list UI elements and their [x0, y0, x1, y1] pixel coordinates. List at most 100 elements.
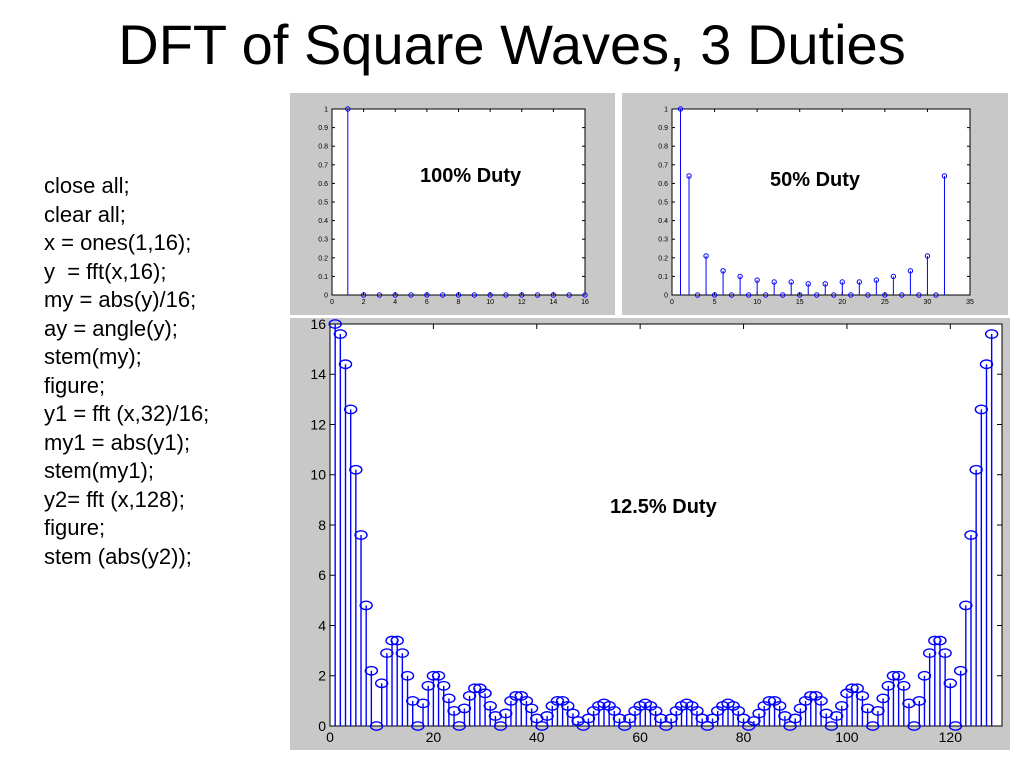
stem-marker: [731, 706, 746, 716]
stem-marker: [535, 721, 549, 731]
stem-marker: [424, 292, 430, 298]
stem-marker: [720, 268, 726, 274]
x-tick-label: 5: [713, 299, 717, 306]
stem-marker: [437, 680, 451, 691]
stem-marker: [705, 713, 720, 724]
y-tick-label: 0.7: [318, 162, 328, 169]
stem-marker: [917, 670, 932, 681]
x-tick-label: 10: [753, 299, 761, 306]
stem-marker: [509, 690, 523, 701]
y-tick-label: 0.9: [318, 125, 328, 132]
stem-marker: [550, 292, 557, 298]
y-tick-label: 2: [318, 668, 326, 684]
chart-100-duty-panel: 0 0.1 0.2 0.3 0.4 0.5 0.6 0.7 0.8 0.9 1 0 2 4 6 8 10 12 14…: [290, 93, 615, 315]
chart-12-5-duty-panel: 0 2 4 6 8 10 12 14 16 0 20 40 60 80 100 120 12.5% Duty: [290, 318, 1010, 750]
stem-marker: [695, 713, 709, 724]
stem-marker: [907, 268, 914, 274]
stem-marker: [328, 319, 342, 329]
y-tick-label: 0.9: [658, 125, 668, 132]
y-tick-label: 6: [318, 567, 326, 583]
x-tick-label: 80: [736, 729, 752, 745]
stem-marker: [349, 464, 363, 475]
stem-marker: [941, 173, 948, 179]
y-tick-label: 0.8: [658, 144, 668, 151]
stem-marker: [426, 670, 441, 681]
stem-marker: [462, 690, 477, 701]
chart-100-duty: 00.10.20.30.40.50.60.70.80.910 2 4 6 8 10 12 14…: [318, 106, 589, 306]
stem-marker: [824, 721, 839, 731]
x-tick-label: 20: [838, 299, 846, 306]
stem-marker: [754, 277, 760, 283]
stem-marker: [654, 713, 668, 724]
code-line: y1 = fft (x,32)/16;: [44, 401, 210, 426]
y-tick-label: 8: [318, 517, 326, 533]
stem-marker: [561, 700, 575, 711]
y-tick-label: 4: [318, 617, 326, 633]
x-tick-label: 40: [529, 729, 545, 745]
stem-marker: [933, 292, 939, 298]
stem-marker: [390, 635, 404, 646]
stem-marker: [664, 713, 678, 724]
stem-marker: [686, 173, 692, 179]
x-tick-label: 8: [457, 299, 461, 306]
stem-marker: [392, 292, 398, 298]
y-tick-label: 0.1: [658, 274, 668, 281]
stem-marker: [793, 703, 808, 714]
stem-marker: [360, 292, 367, 298]
stem-marker: [550, 695, 565, 706]
stem-marker: [891, 670, 906, 681]
stem-marker: [703, 253, 709, 259]
y-tick-label: 0.5: [658, 199, 668, 206]
code-line: x = ones(1,16);: [44, 230, 192, 255]
stem-marker: [607, 706, 622, 716]
stem-marker: [924, 253, 931, 259]
stem-marker: [762, 695, 777, 706]
stem-marker: [452, 721, 466, 731]
stem-marker: [916, 292, 922, 298]
stem-marker: [762, 292, 769, 298]
x-tick-label: 2: [362, 299, 366, 306]
stem-marker: [677, 106, 684, 112]
stem-marker: [648, 706, 663, 716]
stem-marker: [421, 680, 435, 691]
stem-marker: [969, 464, 983, 475]
stem-marker: [455, 292, 462, 298]
code-line: y = fft(x,16);: [44, 258, 167, 284]
stem-marker: [385, 635, 399, 646]
stem-marker: [400, 670, 415, 681]
x-tick-label: 4: [393, 299, 397, 306]
stem-marker: [623, 713, 637, 724]
stem-marker: [416, 698, 430, 709]
stem-marker: [839, 279, 845, 285]
stem-marker: [524, 703, 539, 714]
x-tick-label: 0: [670, 299, 674, 306]
stem-marker: [478, 688, 492, 699]
code-line: my = abs(y)/16;: [44, 287, 197, 312]
stem-marker: [890, 273, 897, 280]
y-tick-label: 0: [324, 292, 328, 299]
chart-12-5-duty: 0 2 4 6 8 10 12 14 16 0 20 40 60 80 100 120: [310, 318, 1003, 745]
stem-marker: [457, 703, 472, 714]
stem-marker: [835, 700, 849, 711]
stem-marker: [788, 713, 802, 724]
stem-marker: [700, 721, 715, 731]
stem-marker: [617, 721, 632, 731]
stem-marker: [882, 292, 888, 298]
x-tick-label: 60: [632, 729, 648, 745]
stem-marker: [948, 721, 963, 731]
stem-marker: [380, 648, 394, 659]
code-line: stem(my1);: [44, 458, 154, 483]
code-line: clear all;: [44, 201, 126, 227]
x-tick-label: 25: [881, 299, 889, 306]
y-tick-label: 12: [310, 416, 326, 432]
y-tick-label: 10: [310, 467, 326, 483]
stem-marker: [897, 680, 911, 691]
x-tick-label: 30: [924, 299, 932, 306]
y-tick-label: 14: [310, 366, 326, 382]
stem-marker: [845, 683, 859, 694]
stem-marker: [933, 635, 947, 646]
stem-marker: [439, 292, 446, 298]
y-tick-label: 0.6: [318, 181, 328, 188]
x-tick-label: 100: [835, 729, 859, 745]
stem-marker: [912, 695, 926, 706]
